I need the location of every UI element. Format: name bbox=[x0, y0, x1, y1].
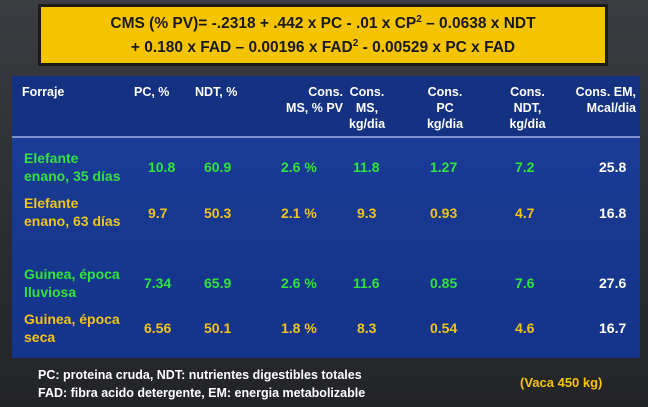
cell-cons-ndt-kg: 4.6 bbox=[515, 320, 535, 336]
cell-ndt: 65.9 bbox=[204, 275, 232, 291]
cell-cons-ms-kg: 8.3 bbox=[357, 320, 377, 336]
header-cons-pc-kg: Cons. PC kg/dia bbox=[420, 84, 470, 132]
header-pc: PC, % bbox=[134, 84, 169, 100]
header-line: Cons. bbox=[308, 85, 343, 99]
cell-cons-ms-kg: 11.6 bbox=[353, 275, 380, 291]
header-line: NDT, % bbox=[195, 85, 238, 99]
formula-line-1-part-a: CMS (% PV)= -.2318 + .442 x PC - .01 x C… bbox=[110, 15, 417, 32]
header-line: Cons. EM, bbox=[575, 85, 636, 99]
cell-ndt: 60.9 bbox=[204, 159, 232, 175]
formula-line-1-part-b: – 0.0638 x NDT bbox=[421, 15, 536, 32]
cell-cons-pc-kg: 0.54 bbox=[430, 320, 458, 336]
header-cons-em: Cons. EM, Mcal/dia bbox=[570, 84, 636, 116]
formula-line-1: CMS (% PV)= -.2318 + .442 x PC - .01 x C… bbox=[41, 12, 605, 36]
formula-box: CMS (% PV)= -.2318 + .442 x PC - .01 x C… bbox=[38, 4, 608, 66]
header-line: PC, % bbox=[134, 85, 170, 99]
footnote-line-1: PC: proteina cruda, NDT: nutrientes dige… bbox=[38, 368, 362, 382]
cell-pc: 10.8 bbox=[148, 159, 176, 175]
cell-cons-ms-pv: 2.1 % bbox=[281, 205, 317, 221]
table-header: Forraje PC, % NDT, % Cons. MS, % PV Cons… bbox=[12, 76, 640, 138]
header-line: PC bbox=[436, 101, 454, 115]
cell-cons-ms-pv: 2.6 % bbox=[281, 159, 317, 175]
row-forage-name: Elefante enano, 35 días bbox=[24, 149, 120, 185]
header-line: MS, % PV bbox=[286, 101, 343, 115]
cell-cons-em: 16.8 bbox=[599, 205, 627, 221]
formula-line-2-sup: 2 bbox=[352, 37, 359, 49]
name-line: Elefante bbox=[24, 150, 79, 166]
formula-line-2: + 0.180 x FAD – 0.00196 x FAD2 - 0.00529… bbox=[41, 36, 605, 60]
forage-table: Forraje PC, % NDT, % Cons. MS, % PV Cons… bbox=[12, 76, 640, 358]
header-line: kg/dia bbox=[426, 117, 464, 131]
name-line: enano, 63 días bbox=[24, 213, 121, 229]
cell-cons-ndt-kg: 7.6 bbox=[515, 275, 535, 291]
header-line: Forraje bbox=[22, 85, 65, 99]
cell-cons-ms-pv: 2.6 % bbox=[281, 275, 317, 291]
cell-cons-pc-kg: 0.93 bbox=[430, 205, 458, 221]
formula-line-2-part-a: + 0.180 x FAD – 0.00196 x FAD bbox=[130, 39, 353, 56]
cell-ndt: 50.1 bbox=[204, 320, 232, 336]
cell-cons-pc-kg: 0.85 bbox=[430, 275, 458, 291]
header-cons-ms-pv: Cons. MS, % PV bbox=[257, 84, 343, 116]
name-line: lluviosa bbox=[24, 284, 77, 300]
header-cons-ms-kg: Cons. MS, kg/dia bbox=[337, 84, 397, 132]
formula-line-1-sup: 2 bbox=[416, 13, 422, 25]
cell-cons-em: 25.8 bbox=[599, 159, 627, 175]
cow-weight-note: (Vaca 450 kg) bbox=[520, 375, 603, 390]
name-line: Guinea, época bbox=[24, 311, 120, 327]
cell-ndt: 50.3 bbox=[204, 205, 232, 221]
cell-pc: 7.34 bbox=[144, 275, 172, 291]
row-forage-name: Elefante enano, 63 días bbox=[24, 194, 120, 230]
header-line: Cons. bbox=[510, 85, 545, 99]
name-line: seca bbox=[24, 329, 56, 345]
header-forraje: Forraje bbox=[22, 84, 64, 100]
cell-pc: 6.56 bbox=[144, 320, 172, 336]
name-line: Guinea, época bbox=[24, 266, 120, 282]
header-line: Cons. bbox=[349, 85, 385, 99]
footnotes: PC: proteina cruda, NDT: nutrientes dige… bbox=[38, 366, 365, 402]
header-line: Cons. bbox=[427, 85, 463, 99]
cell-cons-em: 16.7 bbox=[599, 320, 627, 336]
cell-cons-ms-pv: 1.8 % bbox=[281, 320, 317, 336]
row-forage-name: Guinea, época seca bbox=[24, 310, 120, 346]
header-cons-ndt-kg: Cons. NDT, kg/dia bbox=[500, 84, 555, 132]
footnote-line-2: FAD: fibra acido detergente, EM: energia… bbox=[38, 386, 366, 400]
row-forage-name: Guinea, época lluviosa bbox=[24, 265, 120, 301]
header-line: kg/dia bbox=[348, 117, 386, 131]
header-line: kg/dia bbox=[509, 117, 546, 131]
cell-cons-ms-kg: 11.8 bbox=[353, 159, 380, 175]
name-line: enano, 35 días bbox=[24, 168, 121, 184]
cell-pc: 9.7 bbox=[148, 205, 168, 221]
formula-line-2-part-b: - 0.00529 x PC x FAD bbox=[358, 39, 516, 56]
header-line: Mcal/dia bbox=[586, 101, 636, 115]
cell-cons-ms-kg: 9.3 bbox=[357, 205, 377, 221]
header-ndt: NDT, % bbox=[195, 84, 237, 100]
cell-cons-ndt-kg: 4.7 bbox=[515, 205, 535, 221]
header-line: NDT, bbox=[513, 101, 542, 115]
cell-cons-pc-kg: 1.27 bbox=[430, 159, 458, 175]
name-line: Elefante bbox=[24, 195, 79, 211]
cell-cons-em: 27.6 bbox=[599, 275, 627, 291]
header-line: MS, bbox=[355, 101, 379, 115]
cell-cons-ndt-kg: 7.2 bbox=[515, 159, 535, 175]
